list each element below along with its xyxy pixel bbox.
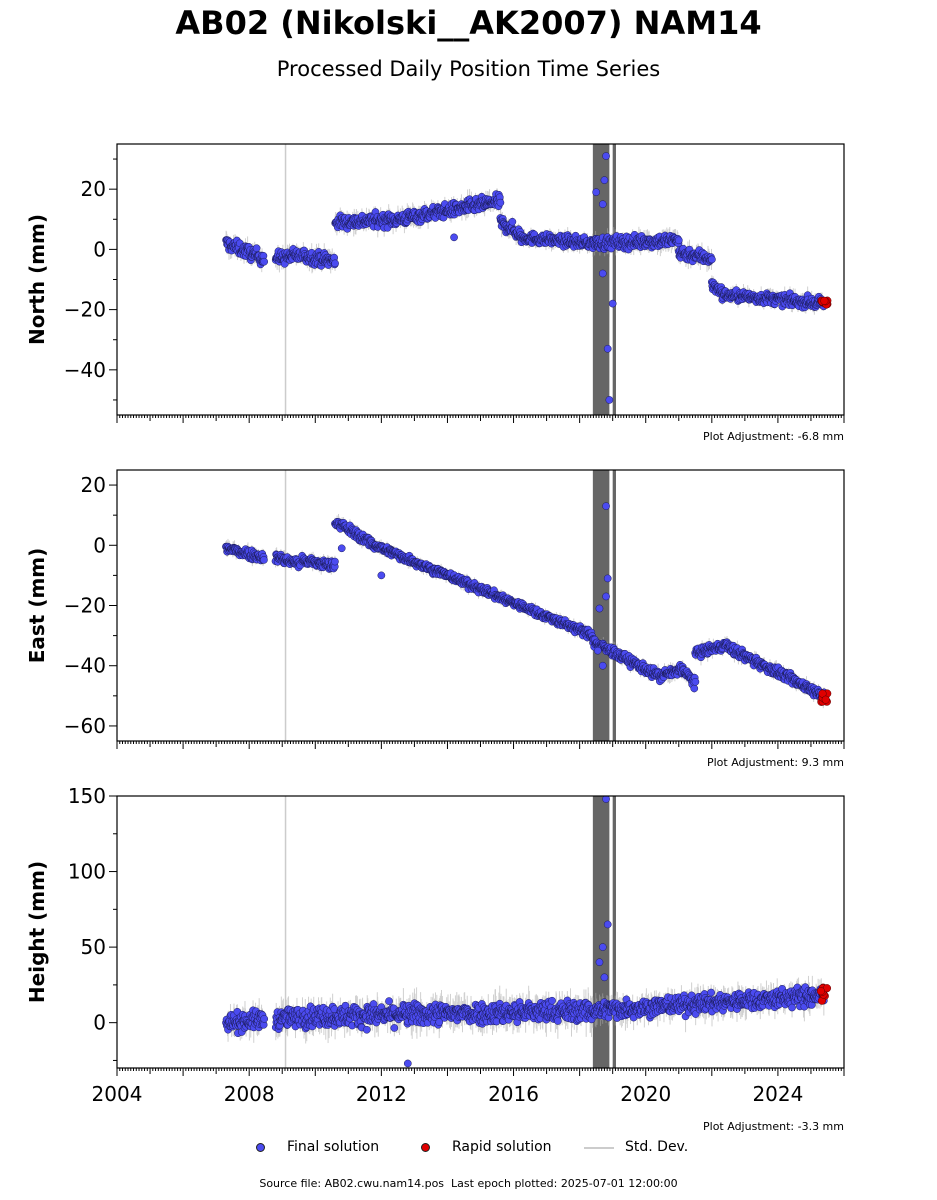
final-point: [331, 259, 339, 268]
y-tick-label: −40: [64, 654, 106, 678]
chart-subtitle: Processed Daily Position Time Series: [276, 57, 661, 81]
outlier-point: [602, 502, 610, 510]
data-gap-band: [612, 796, 616, 1068]
plot-area: [222, 470, 832, 741]
outlier-point: [608, 299, 617, 308]
final-point: [508, 217, 517, 226]
y-tick-label: 20: [81, 473, 106, 497]
outlier-point: [603, 344, 612, 353]
plot-adjustment-label: Plot Adjustment: 9.3 mm: [707, 756, 844, 769]
outlier-point: [598, 661, 607, 670]
outlier-point: [602, 152, 610, 160]
final-point: [674, 236, 683, 245]
rapid-solution-points: [817, 689, 832, 706]
y-tick-label: −40: [64, 358, 106, 382]
final-solution-points: [222, 152, 829, 404]
y-tick-label: −20: [64, 594, 106, 618]
rapid-point: [820, 296, 829, 305]
final-point: [690, 684, 699, 693]
outlier-point: [600, 176, 609, 184]
panel-2: 20 0 −20 −40 −60 East (mm) Plot Adjustment: 9.…: [25, 469, 845, 769]
data-gap-band: [612, 144, 616, 415]
plot-adjustment-label: Plot Adjustment: -6.8 mm: [703, 430, 844, 443]
y-tick-label: 0: [93, 533, 106, 557]
data-gap-band: [592, 796, 610, 1068]
rapid-point: [821, 695, 830, 704]
final-point: [691, 677, 700, 686]
outlier-point: [598, 269, 607, 278]
plot-area: [222, 144, 832, 415]
y-axis: 20 0 −20 −40: [64, 158, 117, 401]
axes-frame: [116, 143, 845, 416]
final-point: [331, 557, 339, 566]
final-point: [260, 556, 268, 564]
y-axis-label: North (mm): [25, 214, 49, 345]
outlier-point: [598, 200, 607, 209]
final-solution-points: [222, 502, 828, 705]
final-point: [252, 244, 261, 253]
chart-title: AB02 (Nikolski__AK2007) NAM14: [175, 4, 762, 42]
panel-1: 20 0 −20 −40 North (mm) Plot Adjustment: -6.8…: [25, 143, 845, 443]
y-tick-label: −60: [64, 714, 106, 738]
data-gap-band: [612, 470, 616, 741]
plot-area: [222, 796, 832, 1068]
y-axis-label: East (mm): [25, 548, 49, 664]
y-tick-label: 0: [93, 237, 106, 261]
outlier-point: [603, 574, 612, 583]
y-axis: 20 0 −20 −40 −60: [64, 473, 117, 738]
x-axis-ticks: [116, 415, 845, 423]
data-gap-band: [592, 144, 610, 415]
outlier-point: [593, 646, 602, 655]
outlier-point: [337, 544, 346, 553]
y-tick-label: 20: [81, 177, 106, 201]
y-tick-label: −20: [64, 298, 106, 322]
outlier-point: [605, 396, 614, 404]
x-axis-ticks: [116, 741, 845, 749]
outlier-point: [595, 604, 604, 613]
outlier-point: [377, 571, 386, 580]
axes-frame: [116, 469, 845, 742]
outlier-point: [602, 592, 610, 601]
outlier-point: [450, 233, 458, 242]
final-point: [496, 198, 505, 207]
rapid-solution-points: [817, 296, 832, 309]
final-point: [708, 255, 716, 264]
outlier-point: [592, 188, 601, 197]
final-point: [260, 257, 269, 266]
